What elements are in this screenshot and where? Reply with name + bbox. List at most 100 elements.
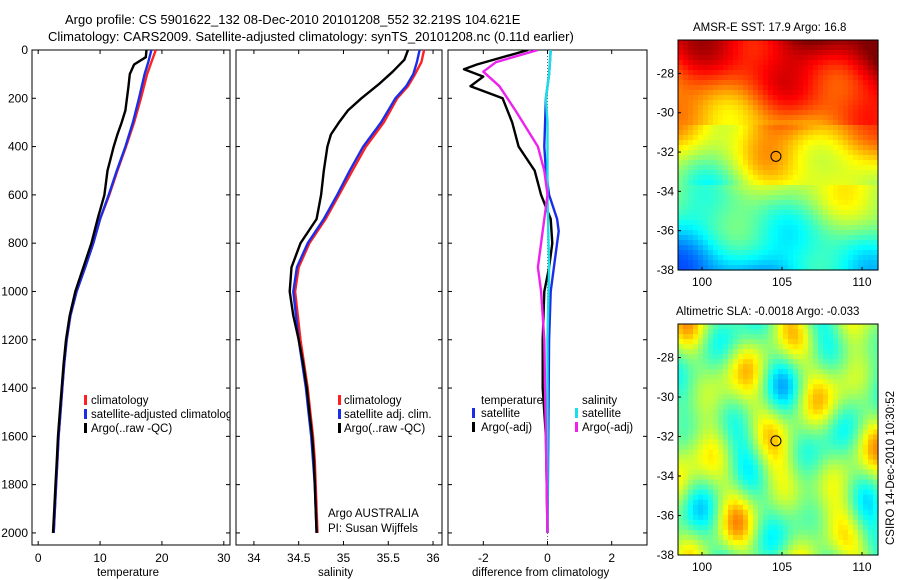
map-cell: [708, 364, 714, 370]
map-cell: [833, 260, 839, 266]
map-cell: [738, 414, 744, 421]
map-cell: [823, 369, 829, 375]
map-cell: [808, 90, 814, 96]
map-cell: [838, 55, 844, 61]
map-cell: [753, 479, 759, 486]
map-cell: [783, 160, 789, 166]
map-cell: [798, 539, 804, 546]
map-cell: [823, 419, 829, 426]
map-cell: [838, 250, 844, 256]
map-cell: [843, 135, 849, 141]
map-cell: [778, 235, 784, 241]
map-cell: [748, 324, 754, 330]
map-cell: [848, 85, 854, 91]
map-cell: [858, 459, 864, 466]
map-cell: [698, 374, 704, 380]
map-cell: [698, 324, 704, 330]
map-cell: [768, 195, 774, 201]
map-cell: [693, 100, 699, 106]
map-cell: [863, 339, 869, 345]
map-cell: [823, 519, 829, 526]
map-cell: [723, 155, 729, 161]
map-cell: [708, 140, 714, 146]
map-cell: [833, 519, 839, 526]
map-cell: [733, 220, 739, 226]
map-cell: [858, 544, 864, 551]
temperature-lines: [51, 50, 157, 533]
map-cell: [763, 484, 769, 491]
map-cell: [853, 220, 859, 226]
map-cell: [783, 414, 789, 421]
map-cell: [733, 115, 739, 121]
map-cell: [738, 50, 744, 56]
map-cell: [713, 60, 719, 66]
map-cell: [868, 344, 874, 350]
map-cell: [838, 439, 844, 446]
map-cell: [778, 324, 784, 330]
map-cell: [713, 150, 719, 156]
depth-tick-label: 2000: [1, 526, 28, 540]
map-cell: [753, 135, 759, 141]
map-cell: [868, 374, 874, 380]
map-cell: [713, 200, 719, 206]
map-cell: [798, 484, 804, 491]
map-cell: [863, 205, 869, 211]
map-cell: [803, 414, 809, 421]
map-cell: [808, 260, 814, 266]
map-cell: [748, 459, 754, 466]
map-cell: [758, 379, 764, 385]
map-cell: [813, 145, 819, 151]
map-cell: [823, 160, 829, 166]
map-cell: [678, 469, 684, 476]
map-cell: [863, 65, 869, 71]
map-cell: [678, 120, 684, 126]
map-cell: [703, 190, 709, 196]
map-cell: [858, 205, 864, 211]
map-cell: [683, 399, 689, 405]
map-cell: [788, 65, 794, 71]
map-cell: [748, 65, 754, 71]
map-cell: [798, 389, 804, 395]
map-cell: [703, 514, 709, 521]
map-cell: [708, 150, 714, 156]
map-cell: [728, 549, 734, 556]
map-cell: [768, 80, 774, 86]
map-cell: [778, 529, 784, 536]
map-cell: [713, 135, 719, 141]
map-cell: [773, 499, 779, 506]
map-cell: [868, 404, 874, 410]
map-cell: [873, 474, 879, 481]
map-cell: [743, 265, 749, 271]
map-cell: [753, 175, 759, 181]
map-cell: [723, 434, 729, 441]
map-cell: [828, 479, 834, 486]
map-cell: [678, 379, 684, 385]
map-cell: [748, 334, 754, 340]
map-cell: [843, 549, 849, 556]
map-cell: [873, 165, 879, 171]
map-cell: [738, 190, 744, 196]
map-cell: [683, 364, 689, 370]
map-cell: [823, 549, 829, 556]
map-cell: [808, 399, 814, 405]
legend-label-climatology: climatology: [91, 395, 149, 407]
map-cell: [823, 135, 829, 141]
map-cell: [773, 489, 779, 496]
map-cell: [803, 449, 809, 456]
map-cell: [708, 250, 714, 256]
map-cell: [723, 125, 729, 131]
map-cell: [873, 115, 879, 121]
map-cell: [683, 265, 689, 271]
map-cell: [753, 424, 759, 431]
map-cell: [723, 494, 729, 501]
map-cell: [768, 110, 774, 116]
map-cell: [838, 324, 844, 330]
map-cell: [743, 334, 749, 340]
map-cell: [808, 454, 814, 461]
map-cell: [828, 130, 834, 136]
map-cell: [808, 140, 814, 146]
map-cell: [843, 384, 849, 390]
map-cell: [683, 200, 689, 206]
map-cell: [788, 394, 794, 400]
map-cell: [813, 324, 819, 330]
